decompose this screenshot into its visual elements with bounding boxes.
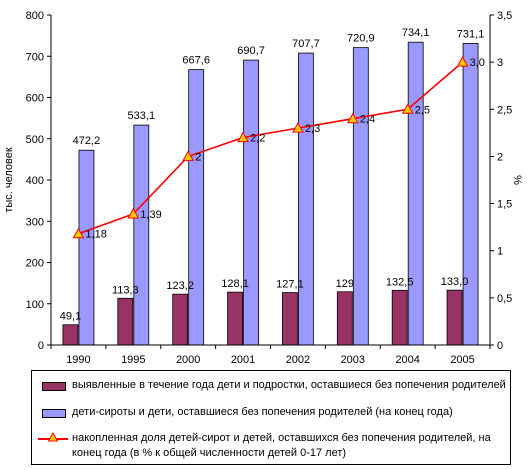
- share-marker: [237, 131, 249, 143]
- data-label-detected: 132,5: [386, 276, 414, 288]
- bar-orphans: [462, 43, 479, 346]
- x-tick-label: 1995: [121, 354, 145, 366]
- y-tick-label: 300: [26, 216, 44, 228]
- y2-axis-title: %: [511, 175, 523, 185]
- data-label-share: 2,2: [250, 133, 265, 145]
- y-tick-label: 400: [26, 175, 44, 187]
- bar-detected: [227, 291, 243, 346]
- y-tick-label: 700: [26, 51, 44, 63]
- bar-detected: [446, 289, 463, 346]
- y-tick-label: 500: [26, 134, 44, 146]
- data-label-detected: 127,1: [276, 279, 304, 291]
- data-label-orphans: 731,1: [457, 28, 485, 40]
- share-marker: [127, 207, 140, 219]
- y-tick-label: 200: [26, 258, 44, 270]
- data-label-detected: 133,0: [441, 276, 469, 288]
- y2-tick-label: 2,5: [497, 104, 512, 116]
- data-label-share: 2,4: [360, 114, 375, 126]
- x-tick-label: 2003: [341, 354, 365, 366]
- y-tick-label: 100: [26, 299, 44, 311]
- data-label-share: 1,39: [140, 209, 161, 221]
- data-label-orphans: 690,7: [237, 45, 265, 57]
- y-tick-label: 800: [26, 10, 44, 22]
- data-label-orphans: 533,1: [128, 110, 156, 122]
- data-label-detected: 113,3: [112, 284, 139, 296]
- bar-orphans: [78, 149, 95, 346]
- share-marker: [72, 227, 85, 239]
- bar-orphans: [188, 69, 205, 346]
- y2-tick-label: 3,5: [497, 10, 512, 22]
- legend-label-share: накопленная доля детей-сирот и детей, ос…: [72, 432, 491, 459]
- bar-orphans: [352, 47, 369, 346]
- bar-detected: [62, 324, 79, 346]
- share-marker: [346, 112, 359, 124]
- y2-tick-label: 0,5: [497, 293, 512, 305]
- data-label-orphans: 707,7: [292, 38, 320, 50]
- bar-detected: [391, 289, 408, 346]
- y2-tick-label: 1: [497, 246, 503, 258]
- bar-detected: [172, 293, 189, 346]
- share-marker: [401, 103, 414, 114]
- share-line: [78, 61, 464, 235]
- x-tick-label: 1990: [66, 354, 90, 366]
- axes-group: 1990 1995 2000 2001 2002 2003 2004 200501002003…: [26, 10, 513, 366]
- y2-tick-label: 0: [497, 340, 503, 352]
- bar-orphans: [243, 59, 259, 346]
- data-label-share: 2: [195, 151, 201, 163]
- data-label-detected: 123,2: [166, 280, 194, 292]
- bar-detected: [282, 292, 298, 346]
- data-label-detected: 128,1: [221, 278, 249, 290]
- legend-swatch-orphans: [42, 409, 66, 418]
- bars-group: [62, 41, 479, 346]
- bar-detected: [336, 291, 353, 346]
- bar-orphans: [133, 124, 150, 346]
- data-label-share: 2,3: [305, 123, 320, 135]
- y2-tick-label: 2: [497, 151, 503, 163]
- x-tick-label: 2000: [176, 354, 200, 366]
- share-marker: [182, 150, 195, 161]
- bar-orphans: [298, 52, 314, 346]
- data-label-detected: 49,1: [60, 311, 81, 323]
- legend-swatch-detected: [42, 382, 66, 391]
- bar-detected: [117, 297, 134, 346]
- share-marker: [456, 56, 469, 67]
- data-label-share: 2,5: [415, 104, 430, 116]
- x-tick-label: 2002: [286, 354, 310, 366]
- share-marker: [292, 122, 304, 133]
- legend: выявленные в течение года дети и подрост…: [31, 370, 511, 465]
- y-tick-label: 0: [38, 340, 44, 352]
- x-tick-label: 2005: [450, 354, 474, 366]
- y2-tick-label: 3: [497, 57, 503, 69]
- x-tick-label: 2001: [231, 354, 255, 366]
- legend-label-orphans: дети-сироты и дети, оставшиеся без попеч…: [72, 406, 453, 418]
- y-tick-label: 600: [26, 93, 44, 105]
- data-labels-group: 49,1 472,2 113,3 533,1 123,2 667,6 128,1 690,7 1…: [60, 27, 485, 323]
- legend-swatch-share-marker: [48, 432, 58, 442]
- line-series-group: [72, 56, 469, 239]
- legend-label-detected: выявленные в течение года дети и подрост…: [72, 379, 506, 391]
- y2-tick-label: 1,5: [497, 199, 512, 211]
- y-axis-title: тыс. человек: [3, 147, 15, 213]
- data-label-detected: 129: [336, 278, 354, 290]
- bar-orphans: [407, 41, 424, 346]
- data-label-share: 3,0: [470, 57, 485, 69]
- data-label-share: 1,18: [85, 229, 106, 241]
- data-label-orphans: 720,9: [347, 33, 375, 45]
- data-label-orphans: 734,1: [402, 27, 430, 39]
- x-tick-label: 2004: [395, 354, 419, 366]
- data-label-orphans: 667,6: [182, 55, 210, 67]
- data-label-orphans: 472,2: [73, 135, 101, 147]
